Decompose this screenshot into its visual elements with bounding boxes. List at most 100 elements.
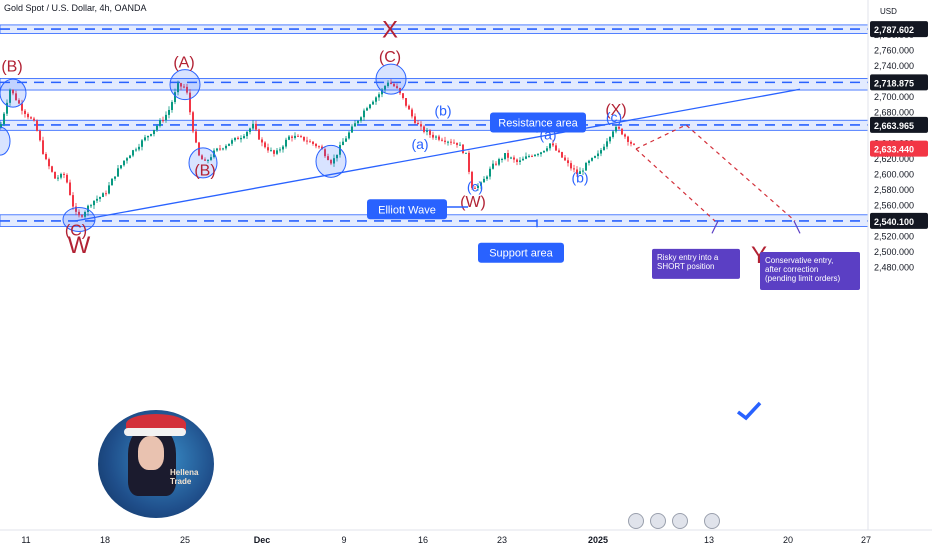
event-flag-icon[interactable] (628, 513, 644, 529)
candle-body (54, 171, 56, 179)
y-tick-label: 2,620.000 (874, 154, 914, 164)
candle-body (564, 157, 566, 161)
candle-body (447, 141, 449, 143)
candle-body (105, 193, 107, 195)
candle-body (468, 152, 470, 172)
candle-body (615, 126, 617, 132)
candle-body (156, 125, 158, 130)
candle-body (378, 94, 380, 98)
pivot-circle (62, 206, 96, 232)
candle-body (603, 146, 605, 151)
note-pointer (711, 220, 719, 234)
candle-body (426, 130, 428, 132)
candle-body (579, 171, 581, 175)
candle-body (459, 144, 461, 146)
santa-hat-rim (124, 428, 186, 436)
candle-body (318, 146, 320, 148)
candle-body (501, 158, 503, 160)
candle-body (252, 123, 254, 129)
callout-text: Elliott Wave (378, 204, 436, 216)
sub-wave-label: (b) (434, 103, 451, 119)
candle-body (477, 185, 479, 189)
us-flag-icon[interactable] (672, 513, 688, 529)
candle-body (66, 174, 68, 183)
candle-body (396, 86, 398, 89)
chart-title: Gold Spot / U.S. Dollar, 4h, OANDA (4, 3, 147, 13)
candle-body (57, 177, 59, 179)
price-tag-label: 2,663.965 (874, 121, 914, 131)
candle-body (384, 86, 386, 90)
candle-body (495, 163, 497, 165)
candle-body (204, 159, 206, 161)
candle-body (588, 160, 590, 163)
candle-body (183, 86, 185, 88)
note-text: Risky entry into a (657, 253, 719, 262)
candle-body (630, 141, 632, 144)
price-tag-label: 2,787.602 (874, 25, 914, 35)
us-flag-icon[interactable] (704, 513, 720, 529)
note-box (760, 252, 860, 290)
currency-label[interactable]: USD (880, 7, 897, 16)
candle-body (147, 135, 149, 138)
candle-body (504, 153, 506, 159)
candle-body (309, 141, 311, 143)
candle-body (270, 150, 272, 152)
candle-body (405, 98, 407, 106)
candle-body (171, 102, 173, 110)
y-tick-label: 2,500.000 (874, 247, 914, 257)
callout-box (490, 112, 586, 133)
y-tick-label: 2,560.000 (874, 201, 914, 211)
wave-label: (A) (173, 55, 194, 72)
candle-body (444, 140, 446, 142)
candle-body (393, 84, 395, 87)
candle-body (531, 155, 533, 157)
us-flag-icon[interactable] (650, 513, 666, 529)
candle-body (465, 152, 467, 154)
y-tick-label: 2,740.000 (874, 61, 914, 71)
candle-body (75, 206, 77, 212)
candle-body (180, 83, 182, 87)
candle-body (483, 178, 485, 183)
candle-body (123, 160, 125, 166)
candle-body (153, 129, 155, 135)
candle-body (24, 110, 26, 114)
candle-body (3, 113, 5, 125)
candle-body (306, 140, 308, 142)
x-tick-label: 23 (497, 535, 507, 545)
candle-body (159, 120, 161, 126)
x-tick-label: 20 (783, 535, 793, 545)
candle-body (279, 149, 281, 151)
candle-body (474, 187, 476, 189)
y-tick-label: 2,680.000 (874, 108, 914, 118)
candle-body (294, 135, 296, 138)
candle-body (288, 136, 290, 140)
price-tag (870, 21, 928, 38)
candle-body (111, 178, 113, 186)
candle-body (507, 153, 509, 158)
candle-body (138, 146, 140, 150)
candle-body (582, 170, 584, 172)
candle-body (96, 198, 98, 201)
candle-body (237, 137, 239, 140)
sub-wave-label: (a) (411, 136, 428, 152)
candle-body (243, 136, 245, 139)
candle-body (72, 195, 74, 207)
candle-body (369, 104, 371, 109)
wave-label: (C) (379, 49, 401, 66)
candle-body (195, 131, 197, 143)
candle-body (177, 83, 179, 93)
y-tick-label: 2,760.000 (874, 46, 914, 56)
candle-body (585, 162, 587, 171)
callout-box (478, 242, 564, 263)
candle-body (129, 155, 131, 159)
candle-body (162, 120, 164, 122)
candle-body (45, 153, 47, 160)
candle-body (432, 134, 434, 138)
sub-wave-label: (c) (467, 179, 483, 195)
candle-body (51, 166, 53, 172)
candle-body (78, 211, 80, 216)
candle-body (633, 143, 635, 145)
candle-body (561, 152, 563, 158)
candle-body (375, 97, 377, 102)
